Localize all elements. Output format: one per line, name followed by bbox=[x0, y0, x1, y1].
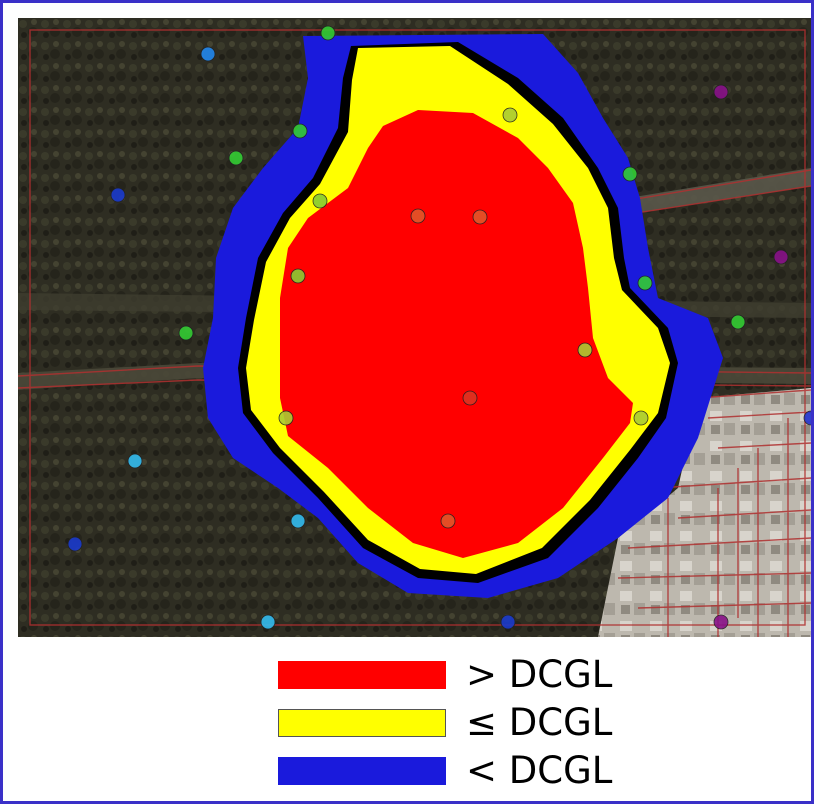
sample-point bbox=[803, 410, 811, 426]
sample-point bbox=[110, 187, 126, 203]
legend-label-above: > DCGL bbox=[466, 653, 613, 696]
sample-point bbox=[260, 614, 276, 630]
sample-point bbox=[500, 614, 516, 630]
sample-point bbox=[462, 390, 478, 406]
sample-point bbox=[633, 410, 649, 426]
sample-point bbox=[178, 325, 194, 341]
sample-points bbox=[67, 25, 811, 630]
sample-point bbox=[127, 453, 143, 469]
sample-point bbox=[440, 513, 456, 529]
legend: > DCGL ≤ DCGL < DCGL bbox=[278, 653, 698, 793]
sample-point bbox=[637, 275, 653, 291]
sample-point bbox=[320, 25, 336, 41]
aerial-map bbox=[18, 18, 811, 637]
sample-point bbox=[622, 166, 638, 182]
sample-point bbox=[502, 107, 518, 123]
sample-point bbox=[312, 193, 328, 209]
contour-above-dcgl bbox=[280, 110, 633, 558]
legend-row-below: < DCGL bbox=[278, 749, 698, 793]
sample-point bbox=[410, 208, 426, 224]
road-strip-ne bbox=[628, 168, 811, 214]
sample-point bbox=[290, 513, 306, 529]
sample-point bbox=[228, 150, 244, 166]
legend-label-at: ≤ DCGL bbox=[466, 701, 613, 744]
sample-point bbox=[730, 314, 746, 330]
sample-point bbox=[67, 536, 83, 552]
sample-point bbox=[290, 268, 306, 284]
legend-swatch-below bbox=[278, 757, 446, 785]
sample-point bbox=[773, 249, 789, 265]
legend-swatch-at bbox=[278, 709, 446, 737]
sample-point bbox=[713, 614, 729, 630]
legend-row-above: > DCGL bbox=[278, 653, 698, 697]
sample-point bbox=[278, 410, 294, 426]
sample-point bbox=[200, 46, 216, 62]
legend-label-below: < DCGL bbox=[466, 749, 613, 792]
legend-swatch-above bbox=[278, 661, 446, 689]
sample-point bbox=[292, 123, 308, 139]
sample-point bbox=[577, 342, 593, 358]
sample-point bbox=[713, 84, 729, 100]
legend-row-at: ≤ DCGL bbox=[278, 701, 698, 745]
map-svg bbox=[18, 18, 811, 637]
sample-point bbox=[472, 209, 488, 225]
